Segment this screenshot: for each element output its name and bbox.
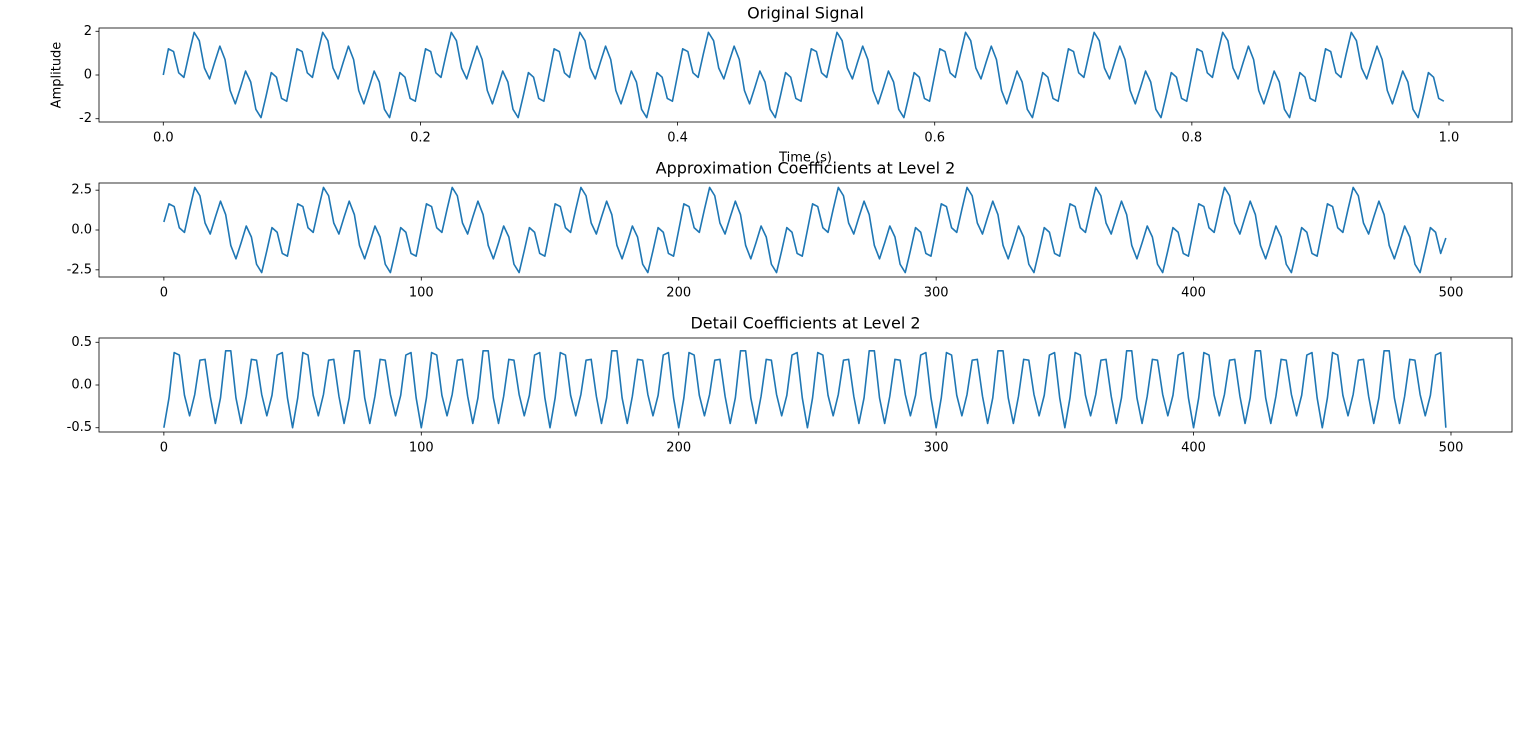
- y-tick-label: -0.5: [67, 420, 92, 435]
- signal-line: [163, 350, 1447, 429]
- x-tick-label: 400: [1181, 286, 1206, 301]
- y-tick-label: 0.5: [71, 335, 92, 350]
- x-axis-label: Time (s): [778, 151, 832, 166]
- x-tick-label: 100: [409, 441, 434, 456]
- subplot: Approximation Coefficients at Level 2 0 10…: [67, 159, 1513, 301]
- axes-frame: [98, 182, 1513, 278]
- x-tick-label: 100: [409, 286, 434, 301]
- x-tick-label: 0.6: [924, 131, 945, 146]
- subplot-title: Original Signal: [747, 4, 864, 23]
- x-tick-label: 0.8: [1182, 131, 1203, 146]
- signal-line: [162, 31, 1445, 119]
- signal-line: [163, 186, 1447, 274]
- subplot: Original Signal 0.0 0.2 0.4 0.6 0.8 1.0 -2 0 2 Tim…: [50, 4, 1513, 166]
- x-tick-label: 0.4: [667, 131, 688, 146]
- y-axis-label: Amplitude: [50, 42, 65, 109]
- x-tick-label: 0.0: [153, 131, 174, 146]
- x-tick-label: 300: [924, 286, 949, 301]
- y-tick-label: -2: [79, 111, 92, 126]
- x-tick-label: 300: [924, 441, 949, 456]
- x-tick-label: 0.2: [410, 131, 431, 146]
- x-tick-label: 200: [666, 441, 691, 456]
- x-tick-label: 0: [160, 286, 168, 301]
- y-tick-label: 2: [84, 24, 92, 39]
- x-tick-label: 400: [1181, 441, 1206, 456]
- x-tick-label: 500: [1439, 286, 1464, 301]
- axes-frame: [98, 27, 1513, 123]
- x-tick-label: 200: [666, 286, 691, 301]
- x-tick-label: 0: [160, 441, 168, 456]
- axes-frame: [98, 337, 1513, 433]
- subplot-title: Approximation Coefficients at Level 2: [656, 159, 956, 178]
- y-tick-label: -2.5: [67, 262, 92, 277]
- subplot-title: Detail Coefficients at Level 2: [690, 314, 920, 333]
- y-tick-label: 0.0: [71, 223, 92, 238]
- subplot: Detail Coefficients at Level 2 0 100 200 300…: [67, 314, 1513, 456]
- x-tick-label: 1.0: [1439, 131, 1460, 146]
- y-tick-label: 0: [84, 68, 92, 83]
- y-tick-label: 0.0: [71, 378, 92, 393]
- y-tick-label: 2.5: [71, 183, 92, 198]
- x-tick-label: 500: [1439, 441, 1464, 456]
